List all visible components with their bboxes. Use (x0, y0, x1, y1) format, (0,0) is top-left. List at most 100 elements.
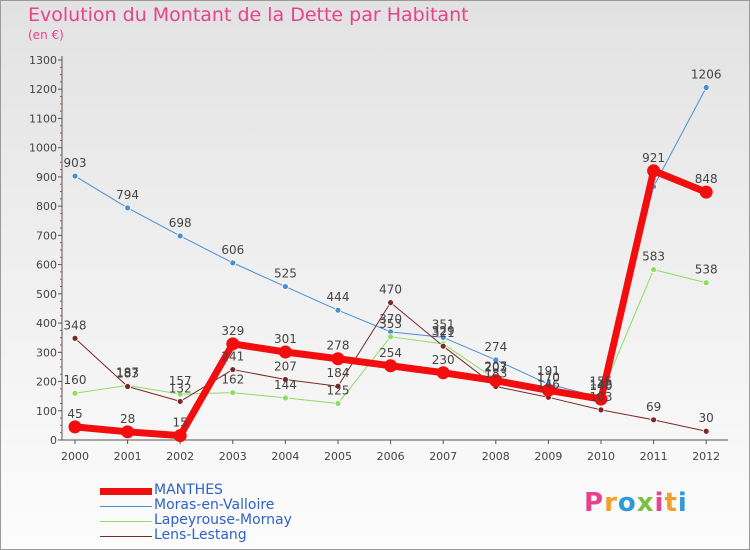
data-label-manthes: 45 (67, 407, 82, 421)
data-point-lapeyrouse-mornay (176, 390, 184, 398)
data-point-manthes (226, 337, 240, 351)
data-label-lapeyrouse-mornay: 160 (64, 373, 87, 387)
data-label-lens-lestang: 348 (64, 318, 87, 332)
data-point-manthes (173, 429, 187, 443)
data-point-lens-lestang (702, 427, 710, 435)
y-tick-label: 100 (36, 405, 57, 418)
data-label-moras-en-valloire: 274 (484, 340, 507, 354)
data-label-lens-lestang: 470 (379, 283, 402, 297)
data-point-lens-lestang (387, 299, 395, 307)
logo-letter: x (636, 488, 655, 518)
data-label-lapeyrouse-mornay: 170 (537, 370, 560, 384)
data-label-moras-en-valloire: 370 (379, 312, 402, 326)
data-point-manthes (68, 420, 82, 434)
data-point-moras-en-valloire (281, 283, 289, 290)
logo-letter: r (604, 488, 618, 518)
legend-swatch-moras-en-valloire (100, 505, 152, 507)
data-label-manthes: 254 (379, 346, 402, 360)
data-label-lens-lestang: 207 (274, 359, 297, 373)
legend-label-manthes: MANTHES (154, 482, 223, 498)
x-tick-label: 2012 (692, 450, 720, 463)
x-tick-label: 2010 (587, 450, 615, 463)
data-point-lapeyrouse-mornay (281, 394, 289, 402)
x-tick-label: 2000 (61, 450, 89, 463)
data-point-lens-lestang (597, 406, 605, 414)
data-label-lens-lestang: 132 (169, 381, 192, 395)
data-label-lapeyrouse-mornay: 353 (379, 317, 402, 331)
data-label-moras-en-valloire: 351 (432, 317, 455, 331)
data-label-lens-lestang: 30 (699, 411, 714, 425)
data-label-lens-lestang: 184 (327, 366, 350, 380)
data-label-manthes: 301 (274, 332, 297, 346)
data-point-moras-en-valloire (71, 172, 79, 180)
data-label-manthes: 28 (120, 412, 135, 426)
data-label-lens-lestang: 183 (484, 367, 507, 381)
logo-letter: t (664, 488, 678, 518)
data-label-lens-lestang: 183 (116, 367, 139, 381)
x-tick-label: 2002 (166, 450, 194, 463)
data-label-moras-en-valloire: 606 (221, 243, 244, 257)
data-label-lens-lestang: 146 (537, 377, 560, 391)
legend-swatch-lapeyrouse-mornay (100, 520, 152, 522)
legend-swatch-lens-lestang (100, 535, 152, 537)
proxiti-logo: Proxiti (584, 488, 688, 518)
data-point-lapeyrouse-mornay (650, 266, 657, 273)
data-label-moras-en-valloire: 146 (590, 377, 613, 391)
x-tick-label: 2003 (219, 450, 247, 463)
data-point-moras-en-valloire (334, 306, 342, 314)
data-label-lapeyrouse-mornay: 162 (221, 373, 244, 387)
data-label-manthes: 848 (695, 172, 718, 186)
data-label-lapeyrouse-mornay: 207 (484, 359, 507, 373)
x-tick-label: 2009 (534, 450, 562, 463)
data-point-manthes (331, 352, 345, 366)
y-tick-label: 800 (36, 200, 57, 213)
data-label-lens-lestang: 69 (646, 400, 661, 414)
x-tick-label: 2011 (640, 450, 668, 463)
y-tick-label: 1300 (29, 54, 57, 67)
logo-letter: o (617, 488, 637, 518)
data-point-lapeyrouse-mornay (229, 389, 237, 397)
x-tick-label: 2008 (482, 450, 510, 463)
y-tick-label: 0 (50, 434, 57, 447)
data-point-manthes (699, 185, 713, 199)
series-lens-lestang (71, 299, 710, 435)
x-tick-label: 2001 (114, 450, 142, 463)
y-tick-label: 400 (36, 317, 57, 330)
data-point-manthes (489, 374, 503, 388)
data-label-manthes: 15 (173, 416, 188, 430)
x-tick-label: 2007 (429, 450, 457, 463)
data-label-moras-en-valloire: 903 (64, 156, 87, 170)
data-label-manthes: 921 (642, 151, 665, 165)
logo-letter: i (677, 488, 688, 518)
x-tick-label: 2006 (377, 450, 405, 463)
data-label-moras-en-valloire: 1206 (691, 67, 722, 81)
data-point-manthes (121, 425, 135, 439)
data-point-moras-en-valloire (702, 84, 710, 91)
data-point-moras-en-valloire (176, 232, 184, 240)
data-label-lapeyrouse-mornay: 144 (274, 378, 297, 392)
data-point-manthes (647, 164, 661, 178)
data-label-moras-en-valloire: 794 (116, 188, 139, 202)
data-label-lapeyrouse-mornay: 157 (169, 374, 192, 388)
data-point-manthes (384, 359, 398, 373)
data-label-lapeyrouse-mornay: 329 (432, 324, 455, 338)
logo-letter: i (654, 488, 665, 518)
y-tick-label: 1200 (29, 83, 57, 96)
data-point-lapeyrouse-mornay (387, 333, 395, 341)
data-label-manthes: 329 (221, 324, 244, 338)
data-label-lens-lestang: 103 (590, 390, 613, 404)
data-label-manthes: 230 (432, 353, 455, 367)
data-label-manthes: 170 (537, 370, 560, 384)
legend-label-lens-lestang: Lens-Lestang (154, 527, 247, 543)
series-layer (68, 84, 713, 443)
data-point-lapeyrouse-mornay (334, 400, 342, 407)
data-label-manthes: 278 (327, 339, 350, 353)
data-point-manthes (436, 366, 450, 380)
data-point-moras-en-valloire (439, 333, 447, 341)
legend-swatch-manthes (100, 487, 152, 495)
data-point-lens-lestang (439, 342, 447, 350)
y-tick-label: 1100 (29, 112, 57, 125)
axes: 0 100 200 300 400 500 600 700 800 900 1000 1100 1200… (29, 54, 728, 463)
y-tick-label: 600 (36, 259, 57, 272)
